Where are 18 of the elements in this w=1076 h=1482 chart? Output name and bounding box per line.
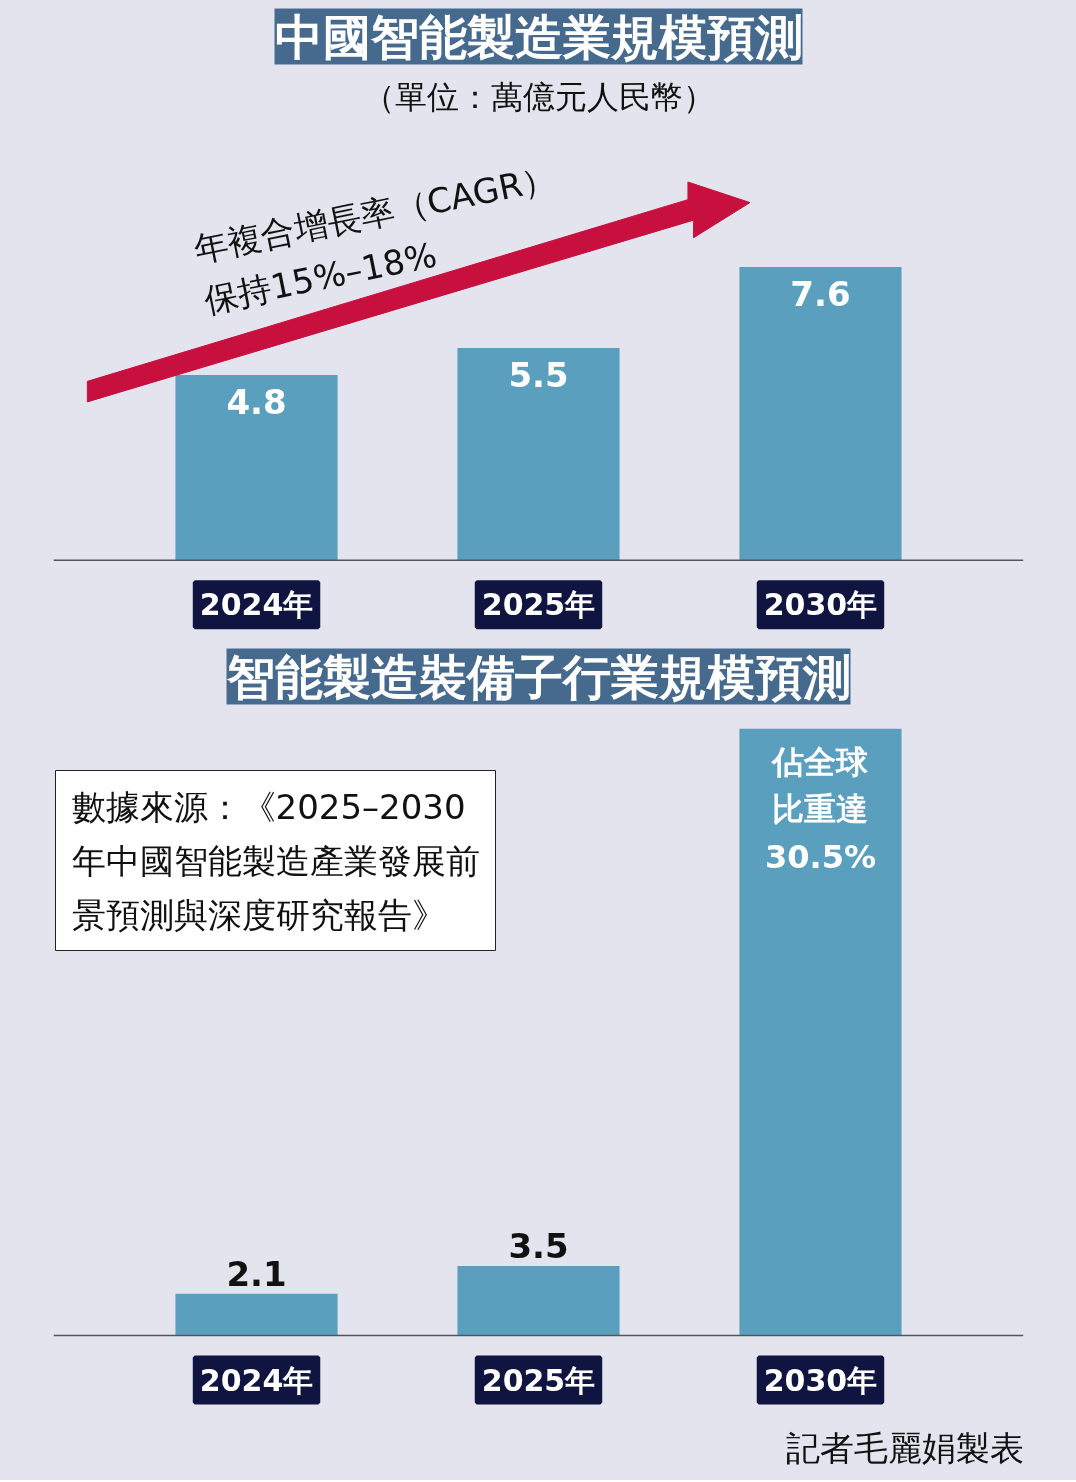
annotation: 數據來源：《2025–2030年中國智能製造產業發展前景預測與深度研究報告》 <box>71 786 480 935</box>
text: 記者毛麗娟製表 <box>785 1427 1024 1468</box>
x-tick-label: 2025年 <box>481 1362 596 1398</box>
x-tick-label: 2025年 <box>481 587 596 623</box>
data-label: 3.5 <box>508 1225 569 1266</box>
x-tick-label: 2030年 <box>763 587 878 623</box>
data-label: 2.1 <box>226 1253 287 1294</box>
x-tick-label: 2024年 <box>199 587 314 623</box>
annotation: 年複合增長率（CAGR）保持15%–18% <box>190 157 560 321</box>
x-tick-label: 2024年 <box>199 1362 314 1398</box>
data-label: 5.5 <box>508 355 569 396</box>
chart-subtitle: （單位：萬億元人民幣） <box>362 77 715 116</box>
chart-title: 中國智能製造業規模預測 <box>274 8 803 65</box>
chart-title: 智能製造裝備子行業規模預測 <box>225 648 851 705</box>
data-label: 7.6 <box>790 274 851 315</box>
data-label: 佔全球比重達30.5% <box>764 742 876 876</box>
x-tick-label: 2030年 <box>763 1362 878 1398</box>
data-label: 4.8 <box>226 382 287 423</box>
